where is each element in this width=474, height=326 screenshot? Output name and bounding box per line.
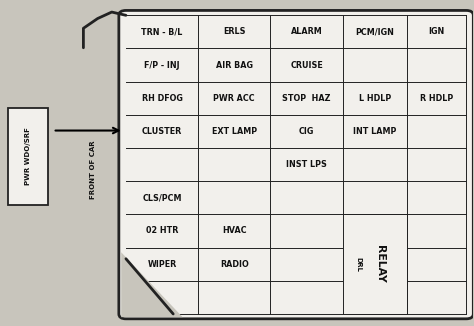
Text: DRL: DRL	[356, 257, 362, 272]
Text: CRUISE: CRUISE	[290, 61, 323, 69]
Text: AIR BAG: AIR BAG	[216, 61, 253, 69]
Text: R HDLP: R HDLP	[420, 94, 453, 103]
Text: CIG: CIG	[299, 127, 314, 136]
Text: ALARM: ALARM	[291, 27, 322, 37]
Text: FRONT OF CAR: FRONT OF CAR	[90, 140, 96, 199]
Text: RH DFOG: RH DFOG	[142, 94, 182, 103]
Text: EXT LAMP: EXT LAMP	[212, 127, 257, 136]
Text: PWR WDO/SRF: PWR WDO/SRF	[25, 127, 31, 185]
Text: L HDLP: L HDLP	[359, 94, 391, 103]
Text: F/P - INJ: F/P - INJ	[144, 61, 180, 69]
Text: CLS/PCM: CLS/PCM	[142, 193, 182, 202]
Text: PCM/IGN: PCM/IGN	[356, 27, 394, 37]
Text: CLUSTER: CLUSTER	[142, 127, 182, 136]
Text: PWR ACC: PWR ACC	[213, 94, 255, 103]
Text: INT LAMP: INT LAMP	[353, 127, 397, 136]
Text: WIPER: WIPER	[147, 260, 177, 269]
Text: RADIO: RADIO	[220, 260, 249, 269]
Bar	[343, 215, 407, 314]
Text: ERLS: ERLS	[223, 27, 246, 37]
Text: 02 HTR: 02 HTR	[146, 227, 178, 235]
Text: IGN: IGN	[428, 27, 445, 37]
Text: HVAC: HVAC	[222, 227, 246, 235]
Text: STOP  HAZ: STOP HAZ	[283, 94, 331, 103]
Text: TRN - B/L: TRN - B/L	[141, 27, 183, 37]
Text: INST LPS: INST LPS	[286, 160, 327, 169]
Bar	[8, 108, 48, 205]
Bar	[343, 215, 407, 314]
FancyBboxPatch shape	[119, 10, 474, 319]
Text: RELAY: RELAY	[375, 245, 385, 283]
Polygon shape	[121, 252, 182, 317]
